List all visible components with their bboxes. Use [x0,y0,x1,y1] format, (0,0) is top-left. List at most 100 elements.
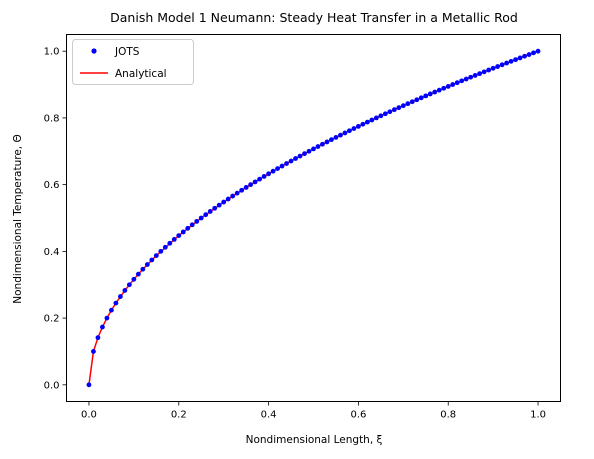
data-point-jots [288,158,294,164]
data-point-jots [481,69,487,75]
data-point-jots [109,307,114,313]
data-point-jots [432,89,438,95]
data-point-jots [351,126,357,131]
data-point-jots [400,103,406,109]
data-point-jots [513,57,518,63]
data-point-jots [450,82,456,87]
data-point-jots [347,128,352,134]
data-point-jots [239,187,245,193]
legend: JOTS Analytical [72,39,194,85]
legend-label-jots: JOTS [114,46,140,58]
y-tick-label: 0.2 [44,314,60,325]
y-axis-label: Nondimensional Temperature, Θ [12,134,24,303]
x-axis: 0.0 0.2 0.4 0.6 0.8 1.0 [81,401,546,421]
data-point-jots [531,50,536,56]
data-point-jots [356,123,361,129]
data-point-jots [293,156,298,161]
data-point-jots [311,146,316,152]
data-point-jots [185,225,191,231]
data-point-jots [526,52,532,57]
data-point-jots [257,176,263,182]
data-point-jots [113,300,119,306]
data-point-jots [275,166,280,172]
data-point-jots [454,80,460,86]
data-point-jots [324,139,330,145]
data-point-jots [91,349,96,354]
data-point-jots [306,148,312,154]
data-point-jots [333,134,339,140]
data-point-jots [140,266,146,272]
series-line-analytical [88,50,539,385]
data-point-jots [153,253,159,258]
data-point-jots [144,262,150,267]
data-point-jots [522,53,527,59]
data-point-jots [378,113,384,119]
data-point-jots [504,60,510,66]
data-point-jots [86,382,92,388]
data-point-jots [315,144,321,149]
data-point-jots [158,248,164,254]
data-point-jots [396,105,402,111]
y-axis: 0.0 0.2 0.4 0.6 0.8 1.0 [44,47,67,391]
data-point-jots [212,205,218,211]
data-point-jots [225,196,231,202]
data-point-jots [149,257,155,263]
data-point-jots [297,153,303,159]
plot-area [86,48,541,388]
data-point-jots [414,97,420,103]
data-point-jots [436,87,442,93]
data-point-jots [508,58,514,64]
data-point-jots [517,55,523,61]
data-point-jots [234,190,240,196]
x-axis-label: Nondimensional Length, ξ [246,434,383,446]
data-point-jots [203,212,209,218]
data-point-jots [122,288,128,293]
data-point-jots [342,130,348,136]
data-point-jots [468,74,474,80]
data-point-jots [135,271,141,277]
data-point-jots [117,294,123,299]
x-tick-label: 0.4 [261,410,277,421]
data-point-jots [216,202,222,208]
data-point-jots [459,78,465,84]
data-point-jots [486,67,492,73]
data-point-jots [266,171,271,177]
data-point-jots [126,282,132,288]
chart-title: Danish Model 1 Neumann: Steady Heat Tran… [110,10,518,25]
data-point-jots [194,218,200,224]
data-point-jots [198,215,204,221]
y-tick-label: 0.4 [44,247,60,258]
x-tick-label: 1.0 [530,410,546,421]
x-tick-label: 0.6 [350,410,366,421]
data-point-jots [180,229,186,235]
data-point-jots [373,115,379,121]
data-point-jots [463,76,469,82]
data-point-jots [364,119,370,125]
data-point-jots [423,93,429,99]
data-point-jots [302,151,307,157]
x-tick-label: 0.0 [81,410,97,421]
data-point-jots [382,111,388,117]
x-tick-label: 0.2 [171,410,187,421]
x-tick-label: 0.8 [440,410,456,421]
data-point-jots [477,71,483,77]
data-point-jots [427,91,433,97]
data-point-jots [100,324,105,330]
data-point-jots [338,132,343,138]
data-point-jots [535,48,541,54]
y-tick-label: 0.6 [44,180,60,191]
data-point-jots [360,121,366,127]
plot-frame [66,34,561,402]
data-point-jots [221,199,227,205]
y-tick-label: 1.0 [44,47,60,58]
data-point-jots [499,62,505,68]
data-point-jots [490,65,496,71]
legend-marker-jots [91,48,97,54]
y-tick-label: 0.0 [44,380,60,391]
data-point-jots [387,109,393,115]
data-point-jots [167,240,173,246]
data-point-jots [189,222,195,228]
data-point-jots [248,182,254,188]
data-point-jots [391,107,397,113]
